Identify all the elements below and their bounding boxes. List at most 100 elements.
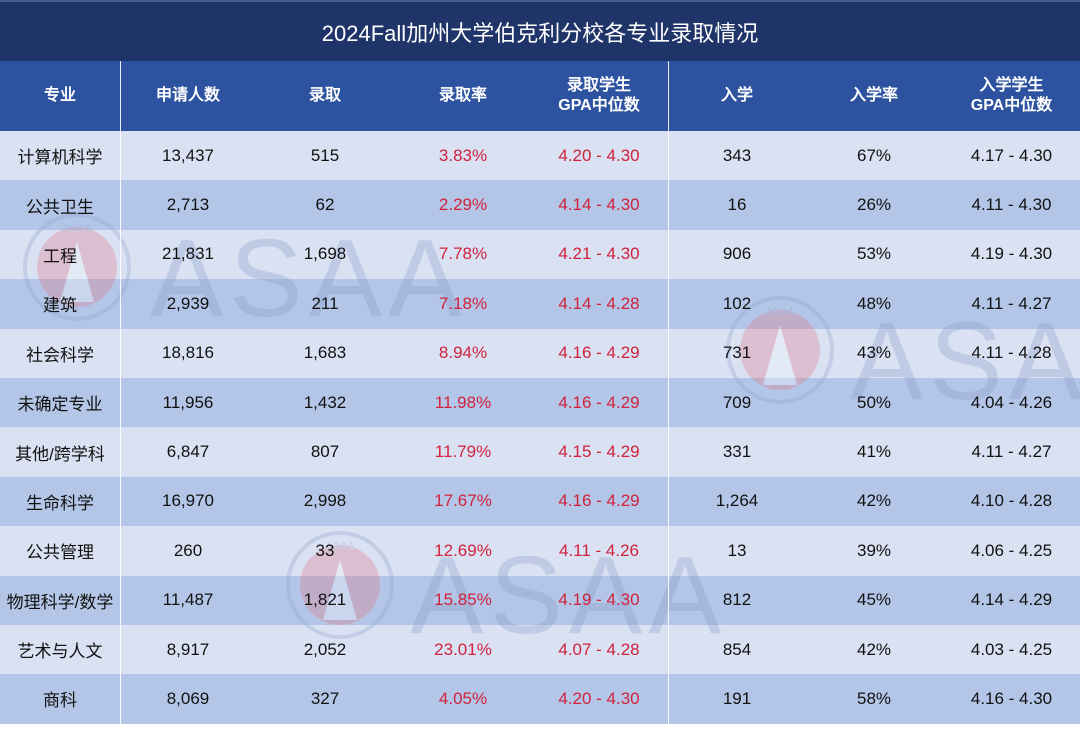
cell-yield: 39% (856, 540, 892, 560)
cell-applicants: 260 (173, 540, 203, 560)
cell-enroll-gpa: 4.11 - 4.28 (971, 343, 1052, 363)
table-row: 公共管理 260 33 12.69% 4.11 - 4.26 13 39% 4.… (0, 526, 1080, 576)
cell-applicants: 21,831 (162, 244, 214, 264)
cell-admit-rate: 8.94% (438, 343, 488, 363)
cell-enrolled: 16 (727, 195, 747, 215)
cell-enrolled: 1,264 (715, 491, 759, 511)
table-row: 未确定专业 11,956 1,432 11.98% 4.16 - 4.29 70… (0, 377, 1080, 428)
cell-major: 艺术与人文 (17, 642, 103, 662)
cell-admit-gpa: 4.19 - 4.30 (558, 590, 640, 610)
cell-admit-gpa: 4.16 - 4.29 (558, 491, 640, 511)
cell-yield: 48% (856, 293, 892, 313)
header-yield: 入学率 (849, 87, 898, 104)
cell-yield: 58% (856, 688, 892, 708)
cell-admit-gpa: 4.16 - 4.29 (558, 343, 640, 363)
cell-admit-gpa: 4.11 - 4.26 (558, 540, 640, 560)
table-title: 2024Fall加州大学伯克利分校各专业录取情况 (0, 0, 1080, 61)
cell-enroll-gpa: 4.19 - 4.30 (970, 244, 1053, 264)
cell-admitted: 2,998 (303, 491, 347, 511)
table-row: 物理科学/数学 11,487 1,821 15.85% 4.19 - 4.30 … (0, 575, 1080, 625)
column-divider-major (120, 61, 121, 726)
header-enroll-gpa: 入学学生 GPA中位数 (943, 61, 1080, 131)
cell-enrolled: 709 (722, 392, 752, 412)
table-row: 公共卫生 2,713 62 2.29% 4.14 - 4.30 16 26% 4… (0, 180, 1080, 230)
cell-admit-rate: 11.79% (434, 442, 492, 462)
cell-admit-gpa: 4.20 - 4.30 (558, 688, 640, 708)
cell-yield: 26% (856, 195, 892, 215)
cell-admit-gpa: 4.16 - 4.29 (558, 392, 640, 412)
cell-enroll-gpa: 4.04 - 4.26 (970, 392, 1053, 412)
cell-major: 公共卫生 (26, 197, 94, 217)
header-admit-gpa-line2: GPA中位数 (558, 97, 640, 114)
cell-major: 未确定专业 (17, 395, 103, 415)
header-admit-gpa: 录取学生 GPA中位数 (531, 61, 667, 131)
cell-enrolled: 191 (722, 688, 752, 708)
cell-enrolled: 812 (722, 590, 752, 610)
cell-applicants: 2,713 (166, 195, 210, 215)
header-enrolled: 入学 (720, 87, 753, 104)
header-enroll-gpa-line1: 入学学生 (979, 77, 1044, 94)
cell-major: 建筑 (43, 296, 77, 316)
table-body: 计算机科学 13,437 515 3.83% 4.20 - 4.30 343 6… (0, 131, 1080, 724)
bottom-margin (0, 726, 1080, 730)
cell-major: 其他/跨学科 (15, 444, 105, 464)
cell-admit-rate: 7.78% (438, 244, 488, 264)
cell-yield: 53% (856, 244, 892, 264)
cell-enroll-gpa: 4.16 - 4.30 (970, 688, 1053, 708)
cell-major: 工程 (43, 246, 77, 266)
cell-yield: 43% (856, 343, 892, 363)
cell-yield: 42% (856, 639, 892, 659)
table-row: 生命科学 16,970 2,998 17.67% 4.16 - 4.29 1,2… (0, 476, 1080, 527)
cell-enroll-gpa: 4.11 - 4.27 (971, 442, 1052, 462)
header-admit-gpa-line1: 录取学生 (566, 77, 631, 94)
cell-applicants: 2,939 (166, 293, 210, 313)
table-row: 商科 8,069 327 4.05% 4.20 - 4.30 191 58% 4… (0, 674, 1080, 724)
cell-admitted: 1,432 (303, 392, 347, 412)
cell-admit-rate: 4.05% (438, 688, 488, 708)
cell-applicants: 8,069 (166, 688, 210, 708)
cell-admitted: 807 (310, 442, 340, 462)
cell-admit-rate: 11.98% (434, 392, 492, 412)
cell-applicants: 11,487 (162, 590, 214, 610)
cell-enrolled: 13 (727, 540, 747, 560)
cell-admit-gpa: 4.21 - 4.30 (558, 244, 640, 264)
cell-enroll-gpa: 4.06 - 4.25 (970, 540, 1053, 560)
cell-admit-rate: 2.29% (438, 195, 488, 215)
cell-admit-rate: 12.69% (434, 540, 492, 560)
cell-admitted: 62 (315, 195, 335, 215)
cell-yield: 45% (856, 590, 892, 610)
cell-major: 社会科学 (26, 345, 94, 365)
table-title-text: 2024Fall加州大学伯克利分校各专业录取情况 (321, 20, 759, 46)
cell-admit-rate: 3.83% (438, 145, 488, 165)
table-row: 艺术与人文 8,917 2,052 23.01% 4.07 - 4.28 854… (0, 624, 1080, 675)
cell-applicants: 11,956 (162, 392, 214, 412)
cell-admitted: 211 (311, 293, 339, 313)
table-row: 工程 21,831 1,698 7.78% 4.21 - 4.30 906 53… (0, 229, 1080, 280)
cell-yield: 42% (856, 491, 892, 511)
cell-applicants: 8,917 (166, 639, 210, 659)
cell-admitted: 515 (310, 145, 340, 165)
cell-admitted: 327 (310, 688, 340, 708)
cell-applicants: 16,970 (162, 491, 214, 511)
cell-yield: 41% (856, 442, 892, 462)
cell-admitted: 2,052 (303, 639, 347, 659)
cell-admit-rate: 17.67% (434, 491, 492, 511)
cell-major: 公共管理 (26, 543, 94, 563)
cell-applicants: 6,847 (166, 442, 210, 462)
cell-admit-gpa: 4.07 - 4.28 (558, 639, 640, 659)
cell-enrolled: 331 (722, 442, 752, 462)
cell-applicants: 13,437 (162, 145, 214, 165)
table-row: 社会科学 18,816 1,683 8.94% 4.16 - 4.29 731 … (0, 328, 1080, 378)
cell-applicants: 18,816 (162, 343, 214, 363)
cell-enrolled: 102 (722, 293, 752, 313)
cell-major: 物理科学/数学 (6, 592, 114, 612)
cell-enroll-gpa: 4.10 - 4.28 (970, 491, 1053, 511)
cell-admit-rate: 15.85% (434, 590, 492, 610)
cell-admitted: 1,821 (303, 590, 347, 610)
cell-enrolled: 906 (722, 244, 752, 264)
cell-major: 计算机科学 (17, 148, 103, 168)
cell-admit-gpa: 4.14 - 4.30 (558, 195, 640, 215)
cell-enroll-gpa: 4.11 - 4.30 (971, 195, 1052, 215)
cell-admit-rate: 23.01% (434, 639, 492, 659)
